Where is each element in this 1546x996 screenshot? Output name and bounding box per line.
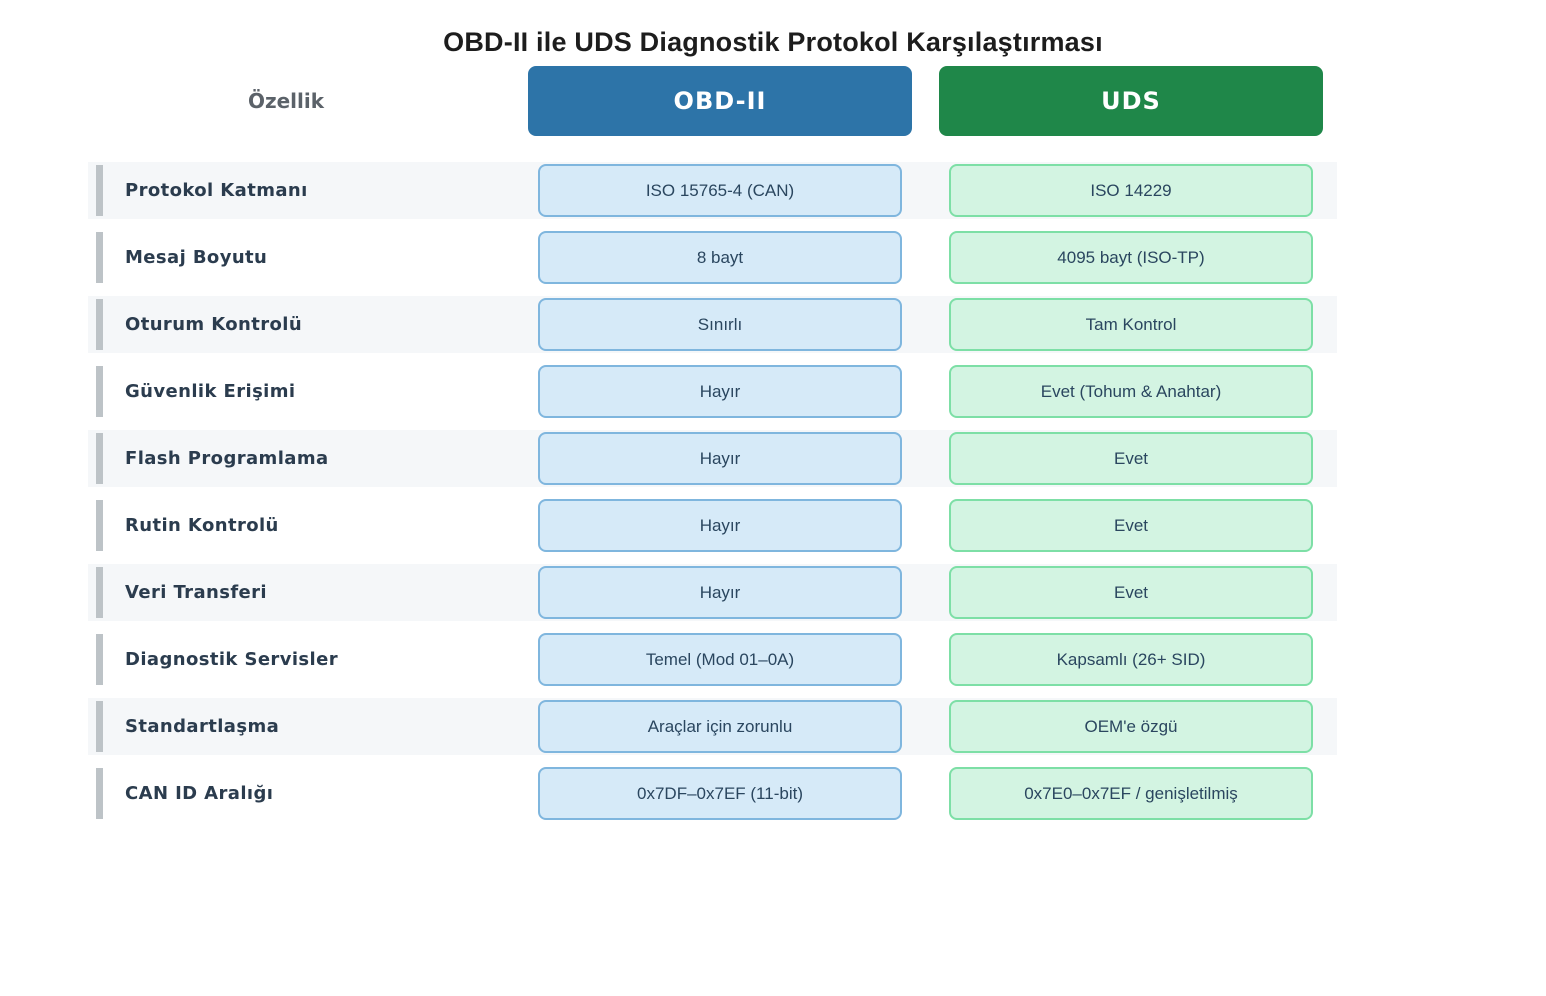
obd-column-header: OBD-II [528, 66, 912, 136]
uds-value-box: Evet [949, 566, 1313, 619]
table-row: Flash Programlama Hayır Evet [88, 430, 1337, 487]
obd-value-box: Hayır [538, 499, 902, 552]
obd-value-box: Hayır [538, 365, 902, 418]
obd-value-box: 8 bayt [538, 231, 902, 284]
feature-label: Standartlaşma [125, 716, 280, 737]
uds-value-box: ISO 14229 [949, 164, 1313, 217]
table-row: Rutin Kontrolü Hayır Evet [88, 497, 1337, 554]
page-title: OBD-II ile UDS Diagnostik Protokol Karşı… [443, 27, 1103, 57]
row-accent-bar [96, 500, 103, 551]
table-row: Oturum Kontrolü Sınırlı Tam Kontrol [88, 296, 1337, 353]
obd-value-box: ISO 15765-4 (CAN) [538, 164, 902, 217]
feature-label: Flash Programlama [125, 448, 329, 469]
uds-value-box: Evet (Tohum & Anahtar) [949, 365, 1313, 418]
table-row: Mesaj Boyutu 8 bayt 4095 bayt (ISO-TP) [88, 229, 1337, 286]
uds-value-box: 0x7E0–0x7EF / genişletilmiş [949, 767, 1313, 820]
uds-column-header: UDS [939, 66, 1323, 136]
uds-value-box: Kapsamlı (26+ SID) [949, 633, 1313, 686]
uds-value-box: OEM'e özgü [949, 700, 1313, 753]
feature-label: Protokol Katmanı [125, 180, 308, 201]
feature-label: Diagnostik Servisler [125, 649, 338, 670]
table-row: Veri Transferi Hayır Evet [88, 564, 1337, 621]
table-row: Protokol Katmanı ISO 15765-4 (CAN) ISO 142… [88, 162, 1337, 219]
uds-value-box: Tam Kontrol [949, 298, 1313, 351]
obd-value-box: Sınırlı [538, 298, 902, 351]
row-accent-bar [96, 232, 103, 283]
row-accent-bar [96, 299, 103, 350]
feature-label: Oturum Kontrolü [125, 314, 303, 335]
feature-label: Veri Transferi [125, 582, 268, 603]
table-row: Standartlaşma Araçlar için zorunlu OEM'e ö… [88, 698, 1337, 755]
uds-value-box: Evet [949, 499, 1313, 552]
row-accent-bar [96, 634, 103, 685]
uds-value-box: 4095 bayt (ISO-TP) [949, 231, 1313, 284]
row-accent-bar [96, 433, 103, 484]
obd-value-box: Temel (Mod 01–0A) [538, 633, 902, 686]
table-row: CAN ID Aralığı 0x7DF–0x7EF (11-bit) 0x7E0–… [88, 765, 1337, 822]
feature-label: CAN ID Aralığı [125, 783, 274, 804]
row-accent-bar [96, 366, 103, 417]
row-accent-bar [96, 567, 103, 618]
obd-value-box: 0x7DF–0x7EF (11-bit) [538, 767, 902, 820]
row-accent-bar [96, 165, 103, 216]
table-row: Güvenlik Erişimi Hayır Evet (Tohum & Anaht… [88, 363, 1337, 420]
feature-label: Rutin Kontrolü [125, 515, 279, 536]
row-accent-bar [96, 768, 103, 819]
uds-value-box: Evet [949, 432, 1313, 485]
obd-value-box: Araçlar için zorunlu [538, 700, 902, 753]
obd-value-box: Hayır [538, 432, 902, 485]
obd-value-box: Hayır [538, 566, 902, 619]
feature-column-header: Özellik [247, 89, 325, 113]
row-accent-bar [96, 701, 103, 752]
feature-label: Güvenlik Erişimi [125, 381, 296, 402]
feature-label: Mesaj Boyutu [125, 247, 268, 268]
comparison-rows: Protokol Katmanı ISO 15765-4 (CAN) ISO 142… [88, 162, 1337, 822]
table-row: Diagnostik Servisler Temel (Mod 01–0A) Kap… [88, 631, 1337, 688]
